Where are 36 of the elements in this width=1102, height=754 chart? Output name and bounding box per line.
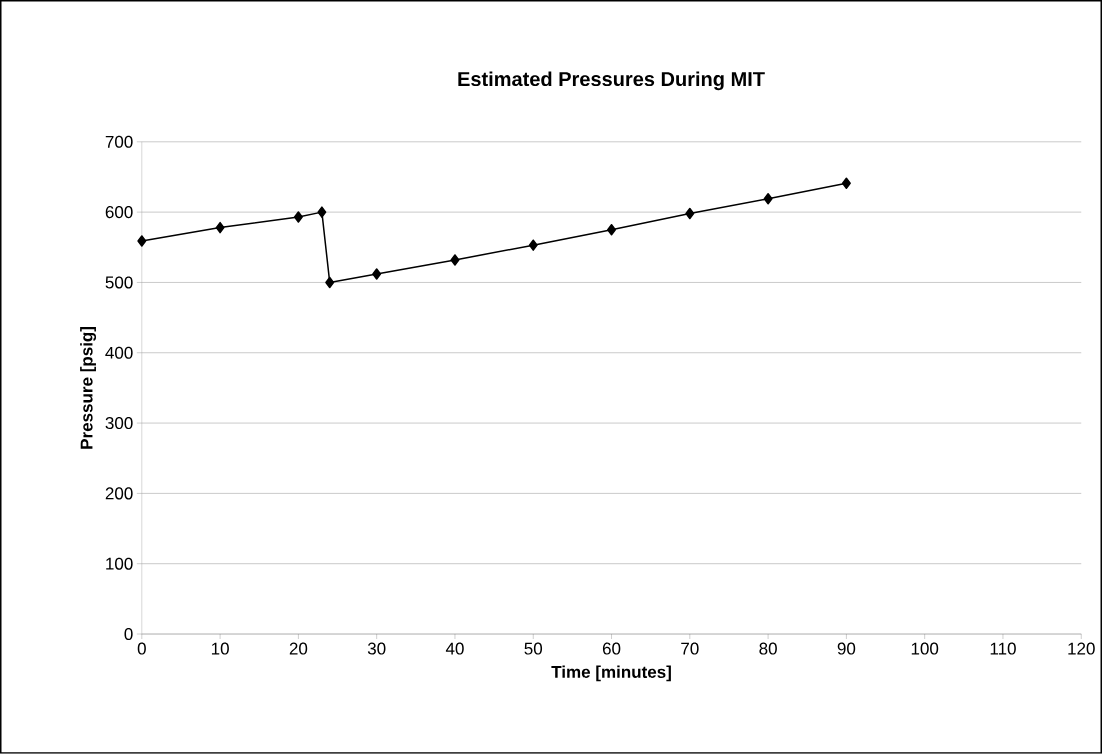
x-tick-label: 110 [990, 642, 1016, 655]
x-tick-label: 120 [1068, 642, 1095, 655]
x-tick-label: 60 [602, 642, 621, 655]
x-tick-label: 40 [445, 642, 464, 655]
y-tick-label: 400 [105, 346, 133, 359]
point [215, 221, 225, 234]
x-tick-label: 50 [524, 642, 543, 655]
y-tick-label: 200 [105, 487, 133, 500]
y-tick-label: 500 [105, 276, 133, 289]
point [841, 177, 851, 190]
x-tick-label: 80 [759, 642, 777, 655]
point [528, 239, 538, 251]
x-tick-label: 70 [681, 642, 699, 655]
y-axis-title: Pressure [psig] [80, 327, 97, 449]
point [325, 276, 335, 289]
point [685, 207, 695, 220]
x-tick-label: 100 [911, 642, 939, 655]
x-tick-label: 30 [367, 642, 386, 655]
y-tick-label: 0 [124, 628, 133, 641]
point [137, 235, 147, 247]
x-tick-label: 10 [211, 642, 229, 655]
point [607, 224, 617, 236]
point [293, 211, 303, 223]
x-tick-label: 20 [289, 642, 308, 655]
point [450, 254, 460, 266]
x-tick-label: 0 [137, 642, 146, 655]
y-tick-label: 100 [106, 557, 133, 570]
point [372, 268, 382, 280]
y-tick-label: 700 [105, 135, 133, 148]
y-tick-label: 600 [105, 206, 133, 219]
x-axis-title: Time [minutes] [551, 665, 671, 682]
y-tick-label: 300 [105, 417, 133, 430]
point [763, 193, 773, 205]
chart-title: Estimated Pressures During MIT [458, 71, 765, 91]
x-tick-label: 90 [837, 642, 856, 655]
point [317, 206, 327, 218]
